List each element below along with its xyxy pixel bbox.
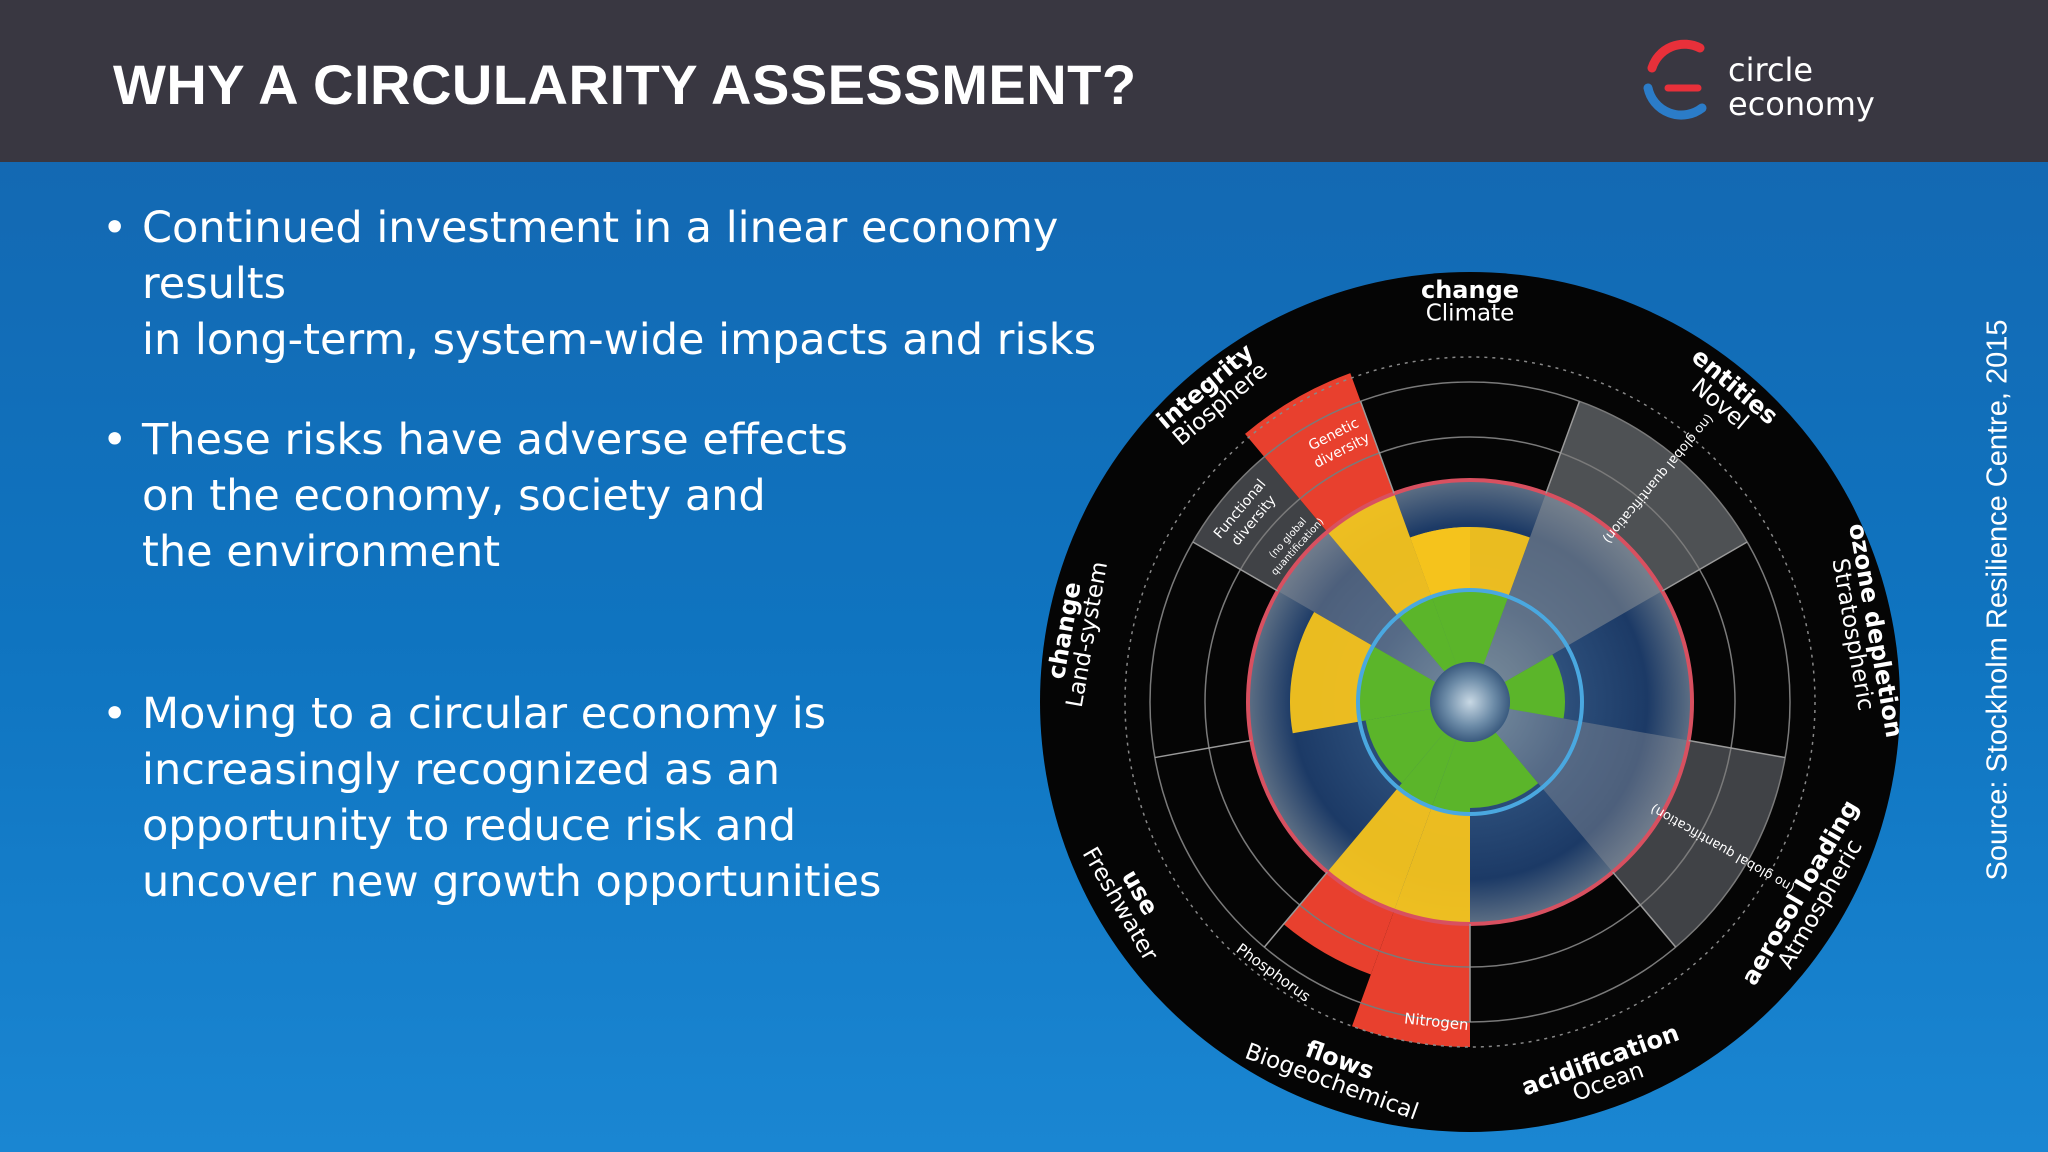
sector-divider: [1192, 541, 1279, 592]
logo-text-economy: economy: [1728, 85, 1875, 123]
circle-economy-logo: circle economy: [1643, 39, 1875, 123]
safe-zone-wedge: [1365, 708, 1445, 784]
aerosol-wedge: [1495, 708, 1786, 948]
header-bar: WHY A CIRCULARITY ASSESSMENT? circle eco…: [0, 0, 2048, 162]
bullet-line: opportunity to reduce risk and: [142, 801, 797, 851]
safe-zone-wedge: [1398, 732, 1457, 808]
bullet-item: • Moving to a circular economy is increa…: [100, 686, 881, 910]
boundary-label-line1: Climate: [1426, 301, 1515, 327]
high-risk-wedge: [1352, 910, 1470, 1047]
earth-center: [1430, 662, 1510, 742]
sector-divider: [1661, 541, 1748, 592]
bullet-line: in long-term, system-wide impacts and ri…: [142, 315, 1097, 365]
sector-divider: [1545, 401, 1581, 494]
bullet-item: • These risks have adverse effects on th…: [100, 412, 848, 580]
uncertainty-zone-wedge: [1327, 493, 1432, 617]
sector-divider: [1154, 739, 1252, 759]
high-risk-wedge: [1283, 872, 1395, 975]
bullet-marker: •: [102, 415, 128, 465]
bullet-marker: •: [102, 203, 128, 253]
sector-divider: [1263, 871, 1328, 948]
novel-entities-wedge: [1483, 401, 1748, 682]
bullet-line: on the economy, society and: [142, 471, 766, 521]
safe-zone-wedge: [1470, 732, 1539, 808]
uncertainty-zone-wedge: [1410, 527, 1470, 597]
sector-divider: [1359, 401, 1395, 494]
safe-zone-wedge: [1431, 590, 1470, 665]
sector-divider: [1688, 739, 1786, 759]
safe-zone-wedge: [1431, 739, 1470, 814]
functional-diversity-wedge: [1192, 456, 1445, 682]
bullet-marker: •: [102, 689, 128, 739]
boundary-label-line2: change: [1421, 276, 1519, 304]
safe-zone-wedge: [1398, 596, 1457, 672]
bullet-item: • Continued investment in a linear econo…: [100, 200, 1180, 368]
bullet-line: increasingly recognized as an: [142, 745, 780, 795]
grid-ring-dotted: [1124, 356, 1816, 1048]
uncertainty-zone-wedge: [1327, 787, 1432, 911]
bullet-line: These risks have adverse effects: [142, 415, 848, 465]
safe-zone-wedge: [1504, 654, 1565, 719]
uncertainty-zone-wedge: [1394, 807, 1470, 924]
sector-divider: [1612, 871, 1677, 948]
bullet-line: uncover new growth opportunities: [142, 857, 882, 907]
uncertainty-zone-wedge: [1290, 612, 1374, 734]
logo-text-circle: circle: [1728, 51, 1813, 89]
bullet-line: the environment: [142, 527, 501, 577]
source-credit: Source: Stockholm Resilience Centre, 201…: [1981, 319, 2014, 881]
page-title: WHY A CIRCULARITY ASSESSMENT?: [113, 53, 1137, 116]
safe-boundary-ring: [1356, 588, 1584, 816]
safe-zone-wedge: [1358, 646, 1436, 722]
bullet-line: Continued investment in a linear economy…: [142, 203, 1059, 309]
planetary-boundaries-diagram: ClimatechangeNovelentitiesStratospherico…: [1040, 272, 1908, 1132]
bullet-line: Moving to a circular economy is: [142, 689, 827, 739]
